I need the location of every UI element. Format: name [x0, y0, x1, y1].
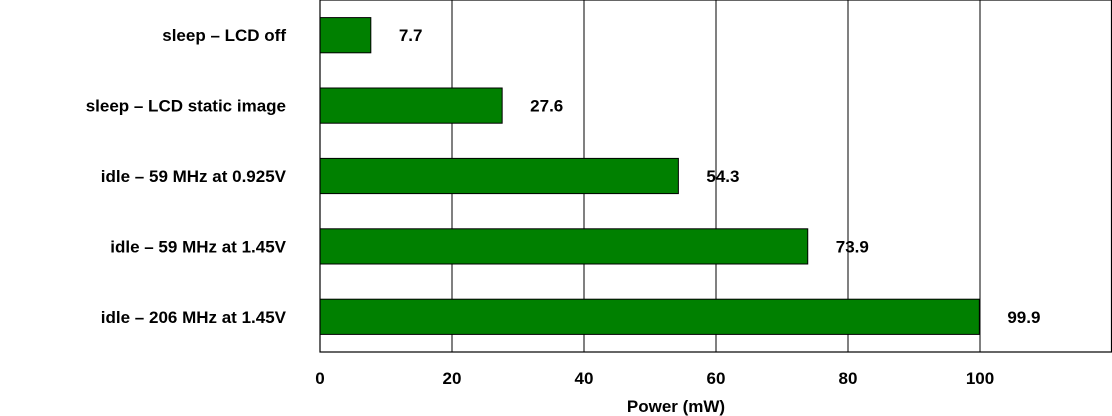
- x-axis-title: Power (mW): [627, 397, 725, 416]
- x-tick-labels: 0 20 40 60 80 100: [315, 369, 994, 388]
- bar: [319, 157, 679, 195]
- value-label: 7.7: [399, 26, 423, 45]
- bar: [319, 87, 503, 124]
- bar: [319, 298, 980, 335]
- x-tick-label: 0: [315, 369, 324, 388]
- category-label: sleep – LCD off: [162, 26, 286, 45]
- category-labels: sleep – LCD off sleep – LCD static image i…: [86, 26, 287, 327]
- bar: [319, 228, 809, 265]
- x-tick-label: 20: [443, 369, 462, 388]
- value-labels: 7.7 27.6 54.3 73.9 99.9: [399, 26, 1041, 327]
- value-label: 54.3: [706, 167, 739, 186]
- x-tick-label: 40: [575, 369, 594, 388]
- gridlines: [451, 0, 981, 352]
- value-label: 73.9: [836, 237, 869, 256]
- bar: [319, 17, 372, 54]
- value-label: 99.9: [1007, 308, 1040, 327]
- x-tick-label: 80: [839, 369, 858, 388]
- x-tick-label: 60: [707, 369, 726, 388]
- category-label: idle – 206 MHz at 1.45V: [101, 308, 287, 327]
- x-tick-label: 100: [966, 369, 994, 388]
- bars: [319, 17, 980, 335]
- category-label: sleep – LCD static image: [86, 97, 286, 116]
- value-label: 27.6: [530, 97, 563, 116]
- category-label: idle – 59 MHz at 0.925V: [101, 167, 287, 186]
- category-label: idle – 59 MHz at 1.45V: [110, 237, 286, 256]
